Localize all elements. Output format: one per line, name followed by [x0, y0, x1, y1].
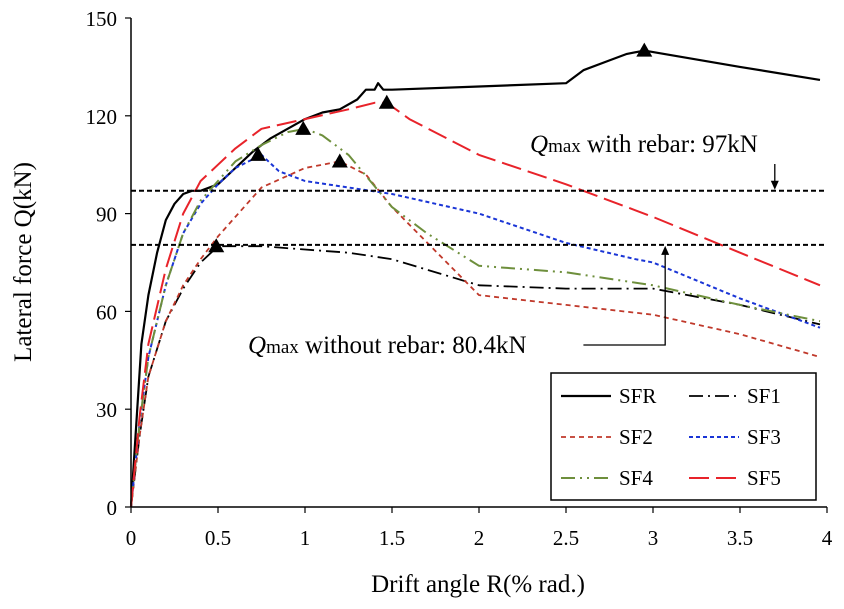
peak-marker-2 — [208, 238, 225, 253]
x-tick-label: 0.5 — [205, 526, 231, 550]
peak-markers — [208, 42, 653, 253]
legend-label-sf1: SF1 — [747, 384, 781, 408]
x-axis-title: Drift angle R(% rad.) — [371, 571, 585, 598]
reference-lines — [131, 189, 827, 246]
peak-marker-4 — [250, 146, 267, 161]
y-tick-label: 120 — [86, 105, 118, 129]
x-tick-label: 3.5 — [727, 526, 753, 550]
x-tick-label: 1 — [300, 526, 311, 550]
tick-labels: 0 0.5 1 1.5 2 2.5 3 3.5 4 0 30 60 90 120 150 — [86, 7, 833, 550]
legend-label-sf4: SF4 — [619, 466, 653, 490]
series-sf1 — [130, 245, 821, 508]
plot-area — [129, 49, 821, 508]
legend: SFR SF1 SF2 SF3 SF4 SF5 — [550, 372, 817, 501]
legend-label-sfr: SFR — [619, 384, 656, 408]
peak-marker-1 — [636, 42, 653, 57]
legend-label-sf2: SF2 — [619, 425, 653, 449]
x-tick-label: 3 — [648, 526, 659, 550]
y-tick-label: 90 — [96, 203, 117, 227]
peak-marker-6 — [378, 94, 395, 109]
arrowhead-with-rebar — [770, 180, 779, 190]
series-sfr — [129, 49, 821, 508]
peak-marker-5 — [295, 120, 312, 135]
x-tick-label: 0 — [126, 526, 137, 550]
axes — [125, 17, 828, 513]
series-sf4 — [130, 127, 821, 508]
series-sf2 — [130, 160, 821, 508]
annotation-without-rebar: Qmax without rebar: 80.4kN — [248, 332, 527, 359]
series-sf5 — [130, 101, 821, 508]
y-tick-label: 30 — [96, 398, 117, 422]
y-axis-title: Lateral force Q(kN) — [10, 162, 37, 362]
legend-label-sf5: SF5 — [747, 466, 781, 490]
x-tick-label: 4 — [822, 526, 833, 550]
annotation-with-rebar: Qmax with rebar: 97kN — [530, 131, 758, 158]
arrowhead-without-rebar — [661, 245, 670, 255]
legend-label-sf3: SF3 — [747, 425, 781, 449]
peak-marker-3 — [331, 153, 348, 168]
y-tick-label: 60 — [96, 300, 117, 324]
x-tick-label: 2 — [474, 526, 485, 550]
y-tick-label: 150 — [86, 7, 118, 31]
arrow-without-rebar — [583, 253, 666, 346]
x-tick-label: 2.5 — [553, 526, 579, 550]
annotations: Qmax with rebar: 97kN Qmax without rebar:… — [248, 131, 779, 359]
x-tick-label: 1.5 — [379, 526, 405, 550]
y-tick-label: 0 — [107, 496, 118, 520]
